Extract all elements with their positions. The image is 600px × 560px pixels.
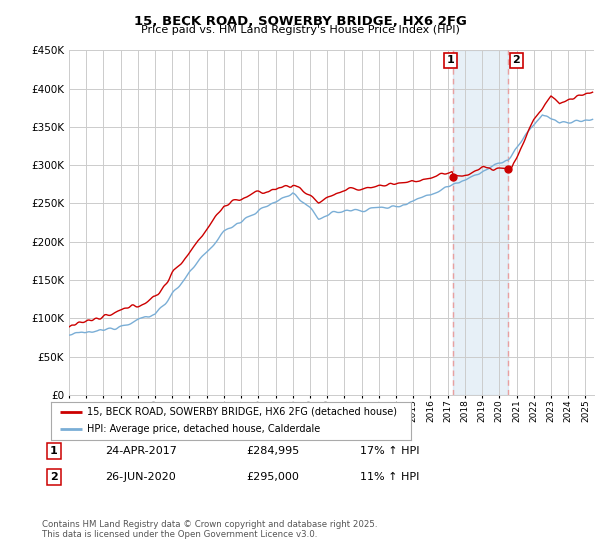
- Text: 11% ↑ HPI: 11% ↑ HPI: [360, 472, 419, 482]
- Text: 2: 2: [50, 472, 58, 482]
- Text: £284,995: £284,995: [246, 446, 299, 456]
- Text: Contains HM Land Registry data © Crown copyright and database right 2025.
This d: Contains HM Land Registry data © Crown c…: [42, 520, 377, 539]
- Text: 17% ↑ HPI: 17% ↑ HPI: [360, 446, 419, 456]
- Text: 1: 1: [50, 446, 58, 456]
- Bar: [453, 50, 508, 395]
- Text: 2: 2: [512, 55, 520, 66]
- Text: £295,000: £295,000: [246, 472, 299, 482]
- Text: 1: 1: [446, 55, 454, 66]
- Text: HPI: Average price, detached house, Calderdale: HPI: Average price, detached house, Cald…: [87, 424, 320, 435]
- Text: 15, BECK ROAD, SOWERBY BRIDGE, HX6 2FG (detached house): 15, BECK ROAD, SOWERBY BRIDGE, HX6 2FG (…: [87, 407, 397, 417]
- Text: 26-JUN-2020: 26-JUN-2020: [105, 472, 176, 482]
- Text: 15, BECK ROAD, SOWERBY BRIDGE, HX6 2FG: 15, BECK ROAD, SOWERBY BRIDGE, HX6 2FG: [134, 15, 466, 27]
- Text: 24-APR-2017: 24-APR-2017: [105, 446, 177, 456]
- Text: Price paid vs. HM Land Registry's House Price Index (HPI): Price paid vs. HM Land Registry's House …: [140, 25, 460, 35]
